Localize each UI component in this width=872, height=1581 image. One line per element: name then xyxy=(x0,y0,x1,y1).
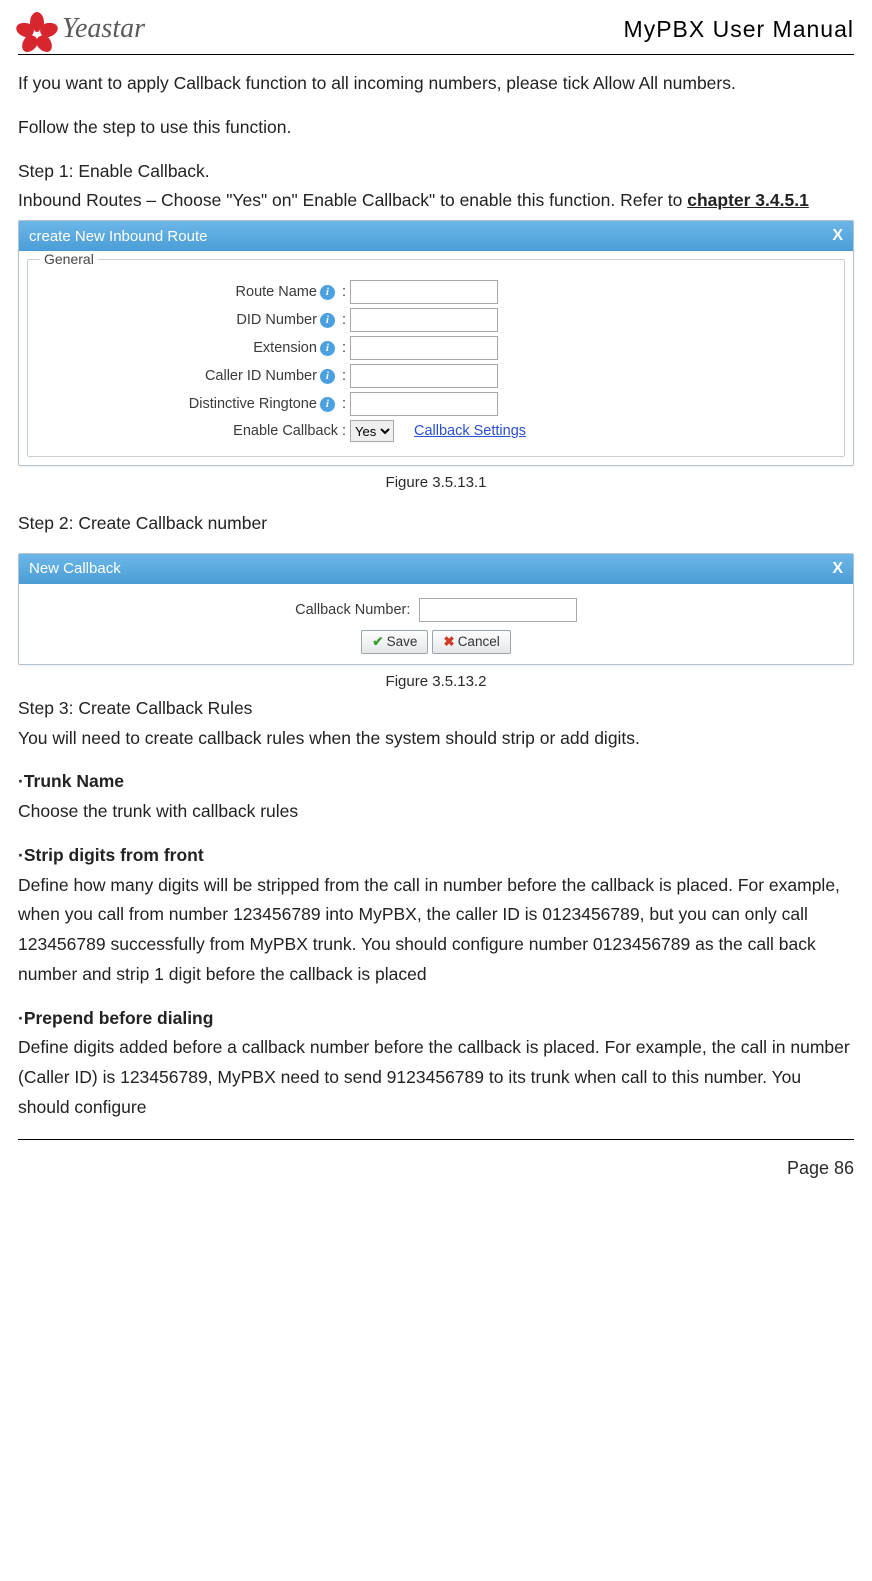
step1-title: Step 1: Enable Callback. xyxy=(18,161,210,181)
prepend-heading: ·Prepend before dialing xyxy=(18,1008,213,1028)
route-name-input[interactable] xyxy=(350,280,498,304)
modal2-header: New Callback X xyxy=(19,554,853,584)
extension-label: Extension xyxy=(253,340,317,356)
logo-flower-icon xyxy=(18,10,56,48)
enable-callback-select[interactable]: Yes xyxy=(350,420,394,442)
save-button-label: Save xyxy=(387,634,418,649)
caller-id-input[interactable] xyxy=(350,364,498,388)
figure-caption-1: Figure 3.5.13.1 xyxy=(18,474,854,491)
check-icon: ✔ xyxy=(372,634,383,650)
step1-block: Step 1: Enable Callback. Inbound Routes … xyxy=(18,157,854,217)
did-number-input[interactable] xyxy=(350,308,498,332)
prepend-text: Define digits added before a callback nu… xyxy=(18,1037,850,1117)
trunk-name-heading: ·Trunk Name xyxy=(18,771,124,791)
close-icon[interactable]: X xyxy=(832,560,843,578)
modal2-title: New Callback xyxy=(29,560,121,577)
route-name-label: Route Name xyxy=(236,284,317,300)
figure-caption-2: Figure 3.5.13.2 xyxy=(18,673,854,690)
callback-number-input[interactable] xyxy=(419,598,577,622)
step2-title: Step 2: Create Callback number xyxy=(18,509,854,539)
general-fieldset: General Route Name i : DID Number i : xyxy=(27,259,845,457)
trunk-name-text: Choose the trunk with callback rules xyxy=(18,801,298,821)
doc-title: MyPBX User Manual xyxy=(624,16,854,43)
x-icon: ✖ xyxy=(443,634,454,650)
strip-digits-text: Define how many digits will be stripped … xyxy=(18,875,840,984)
new-callback-modal: New Callback X Callback Number: ✔ Save ✖… xyxy=(18,553,854,665)
info-icon[interactable]: i xyxy=(320,285,335,300)
trunk-name-section: ·Trunk Name Choose the trunk with callba… xyxy=(18,767,854,827)
modal-title: create New Inbound Route xyxy=(29,228,207,245)
strip-digits-section: ·Strip digits from front Define how many… xyxy=(18,841,854,990)
info-icon[interactable]: i xyxy=(320,397,335,412)
step1-desc: Inbound Routes – Choose "Yes" on" Enable… xyxy=(18,190,687,210)
step3-block: Step 3: Create Callback Rules You will n… xyxy=(18,694,854,754)
page-header: Yeastar MyPBX User Manual xyxy=(18,10,854,55)
extension-input[interactable] xyxy=(350,336,498,360)
fieldset-legend: General xyxy=(40,251,98,267)
enable-callback-label: Enable Callback : xyxy=(233,423,346,439)
intro-paragraph-2: Follow the step to use this function. xyxy=(18,113,854,143)
strip-digits-heading: ·Strip digits from front xyxy=(18,845,204,865)
save-button[interactable]: ✔ Save xyxy=(361,630,428,654)
modal-header: create New Inbound Route X xyxy=(19,221,853,251)
page-footer: Page 86 xyxy=(18,1139,854,1179)
info-icon[interactable]: i xyxy=(320,313,335,328)
create-inbound-route-modal: create New Inbound Route X General Route… xyxy=(18,220,854,466)
info-icon[interactable]: i xyxy=(320,369,335,384)
cancel-button[interactable]: ✖ Cancel xyxy=(432,630,510,654)
caller-id-label: Caller ID Number xyxy=(205,368,317,384)
did-number-label: DID Number xyxy=(236,312,317,328)
distinctive-ringtone-label: Distinctive Ringtone xyxy=(189,396,317,412)
info-icon[interactable]: i xyxy=(320,341,335,356)
step3-title: Step 3: Create Callback Rules xyxy=(18,698,252,718)
prepend-section: ·Prepend before dialing Define digits ad… xyxy=(18,1004,854,1123)
logo: Yeastar xyxy=(18,10,145,48)
intro-paragraph-1: If you want to apply Callback function t… xyxy=(18,69,854,99)
chapter-link[interactable]: chapter 3.4.5.1 xyxy=(687,190,809,210)
distinctive-ringtone-input[interactable] xyxy=(350,392,498,416)
cancel-button-label: Cancel xyxy=(458,634,500,649)
logo-text: Yeastar xyxy=(62,13,145,45)
close-icon[interactable]: X xyxy=(832,227,843,245)
page-number: Page 86 xyxy=(787,1158,854,1178)
callback-number-label: Callback Number: xyxy=(295,602,410,618)
callback-settings-link[interactable]: Callback Settings xyxy=(414,423,526,439)
step3-desc: You will need to create callback rules w… xyxy=(18,728,640,748)
